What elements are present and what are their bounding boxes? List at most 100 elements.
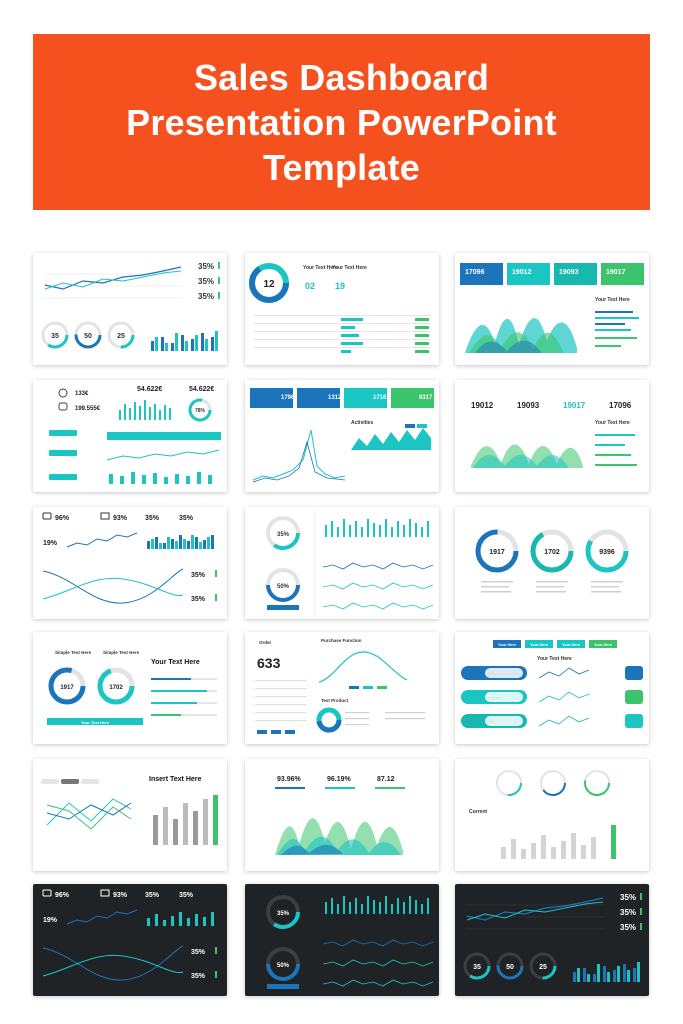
bottom-bar-label: Your Text Here: [81, 720, 110, 725]
ring-3: 9396: [599, 549, 615, 556]
value-1: 133€: [75, 391, 89, 397]
slide-thumbnail-1[interactable]: 35% 35% 35% 35 50 25: [33, 253, 227, 365]
slide-thumbnail-18[interactable]: 35% 35% 35% 35 50 25: [455, 884, 649, 996]
slide-thumbnail-8[interactable]: 35% 50%: [245, 507, 439, 619]
pct-1: 96%: [55, 892, 70, 899]
number-3: 19017: [563, 401, 586, 410]
slide-thumbnail-15[interactable]: Current: [455, 759, 649, 871]
head-1: Your Text Here: [303, 265, 338, 271]
ring-value-1: 35: [473, 964, 481, 971]
slide-thumbnail-9[interactable]: 1917 1702 9396: [455, 507, 649, 619]
pct-6: 35%: [191, 949, 206, 956]
chart-title: Purchase Function: [321, 638, 362, 643]
num-2: 19: [335, 281, 345, 291]
card-2: 19012: [512, 269, 532, 276]
slide-thumbnail-3[interactable]: 17096 19012 19093 19017 Your Text Here: [455, 253, 649, 365]
simple-text-2: Simple Text Here: [103, 650, 140, 655]
section-title: Your Text Here: [537, 656, 572, 662]
slide-thumbnail-13[interactable]: Insert Text Here: [33, 759, 227, 871]
slide-thumbnail-11[interactable]: Order 633 Purchase Function Text Product: [245, 632, 439, 744]
ring-value-2: 50: [84, 333, 92, 340]
card-3: 19093: [559, 269, 579, 276]
donut-title: Text Product: [321, 698, 349, 703]
ring-1: 35%: [277, 911, 290, 917]
stat-pct-2: 35%: [620, 908, 636, 917]
title-banner: Sales Dashboard Presentation PowerPoint …: [33, 34, 650, 210]
banner-title: Sales Dashboard Presentation PowerPoint …: [126, 55, 557, 190]
section-title: Your Text Here: [151, 659, 200, 666]
pct-5: 19%: [43, 917, 58, 924]
tab-4: Your Here: [594, 643, 612, 647]
banner-title-line-3: Template: [263, 146, 420, 188]
pct-3: 35%: [145, 892, 160, 899]
pct-2: 93%: [113, 515, 128, 522]
slide-thumbnail-17[interactable]: 35% 50%: [245, 884, 439, 996]
stat-pct-2: 35%: [198, 277, 214, 286]
slide-thumbnail-6[interactable]: 19012 19093 19017 17096 Your Text Here: [455, 380, 649, 492]
tab-3: Your Here: [562, 643, 580, 647]
ring-2: 1702: [544, 549, 560, 556]
ring-value-3: 25: [117, 333, 125, 340]
pct-4: 35%: [179, 892, 194, 899]
number-4: 17096: [609, 401, 632, 410]
number-2: 19093: [517, 401, 540, 410]
ring-1: 35%: [277, 532, 290, 538]
order-count: 633: [257, 655, 281, 671]
pct-2: 93%: [113, 892, 128, 899]
slide-thumbnail-5[interactable]: 1796 1312 1716 9317 Activities: [245, 380, 439, 492]
banner-title-line-1: Sales Dashboard: [193, 56, 490, 98]
ring-1: 1917: [60, 685, 74, 691]
value-4: 54.622€: [189, 386, 214, 393]
stat-pct-3: 35%: [198, 292, 214, 301]
slide-thumbnail-2[interactable]: 12 Your Text Here Your Text Here 02 19: [245, 253, 439, 365]
slide-thumbnail-16[interactable]: 96% 93% 35% 35% 19% 35% 35%: [33, 884, 227, 996]
slide-thumbnail-14[interactable]: 93.96% 96.19% 87.12: [245, 759, 439, 871]
ring-2: 50%: [277, 963, 290, 969]
pct-6: 35%: [191, 572, 206, 579]
slide-thumbnail-7[interactable]: 96% 93% 35% 35% 19% 35% 35%: [33, 507, 227, 619]
pct-7: 35%: [191, 596, 206, 603]
ring-2: 50%: [277, 584, 290, 590]
slide-thumbnail-4[interactable]: 133€ 199.555€ 54.622€ 54.622€ 78%: [33, 380, 227, 492]
stat-1: 93.96%: [277, 776, 302, 783]
section-title: Insert Text Here: [149, 776, 201, 783]
simple-text-1: Simple Text Here: [55, 650, 92, 655]
stat-pct-3: 35%: [620, 923, 636, 932]
head-2: Your Text Here: [332, 265, 367, 271]
slide-thumbnail-12[interactable]: Your Here Your Here Your Here Your Here …: [455, 632, 649, 744]
tab-1: Your Here: [498, 643, 516, 647]
activities-label: Activities: [351, 420, 373, 426]
order-label: Order: [259, 640, 272, 645]
side-title: Your Text Here: [595, 297, 630, 303]
stat-2: 96.19%: [327, 776, 352, 783]
stat-pct-1: 35%: [198, 262, 214, 271]
card-2: 1312: [328, 395, 342, 401]
card-3: 1716: [373, 395, 387, 401]
ring-value-3: 25: [539, 964, 547, 971]
ring-count: 12: [263, 279, 275, 290]
pct-7: 35%: [191, 973, 206, 980]
side-title: Your Text Here: [595, 420, 630, 426]
slide-thumbnail-10[interactable]: Simple Text Here Simple Text Here 1917 1…: [33, 632, 227, 744]
pct-5: 19%: [43, 540, 58, 547]
tab-2: Your Here: [530, 643, 548, 647]
banner-title-line-2: Presentation PowerPoint: [126, 101, 557, 143]
ring-1: 1917: [489, 549, 505, 556]
stat-pct-1: 35%: [620, 893, 636, 902]
card-4: 9317: [419, 395, 433, 401]
stat-3: 87.12: [377, 776, 395, 783]
current-label: Current: [469, 809, 487, 815]
pct-1: 96%: [55, 515, 70, 522]
card-1: 17096: [465, 269, 485, 276]
num-1: 02: [305, 281, 315, 291]
pct-4: 35%: [179, 515, 194, 522]
value-3: 54.622€: [137, 386, 162, 393]
pct-3: 35%: [145, 515, 160, 522]
value-2: 199.555€: [75, 406, 101, 412]
ring-value-2: 50: [506, 964, 514, 971]
gauge-value: 78%: [195, 408, 206, 414]
card-1: 1796: [281, 395, 295, 401]
number-1: 19012: [471, 401, 494, 410]
ring-value-1: 35: [51, 333, 59, 340]
